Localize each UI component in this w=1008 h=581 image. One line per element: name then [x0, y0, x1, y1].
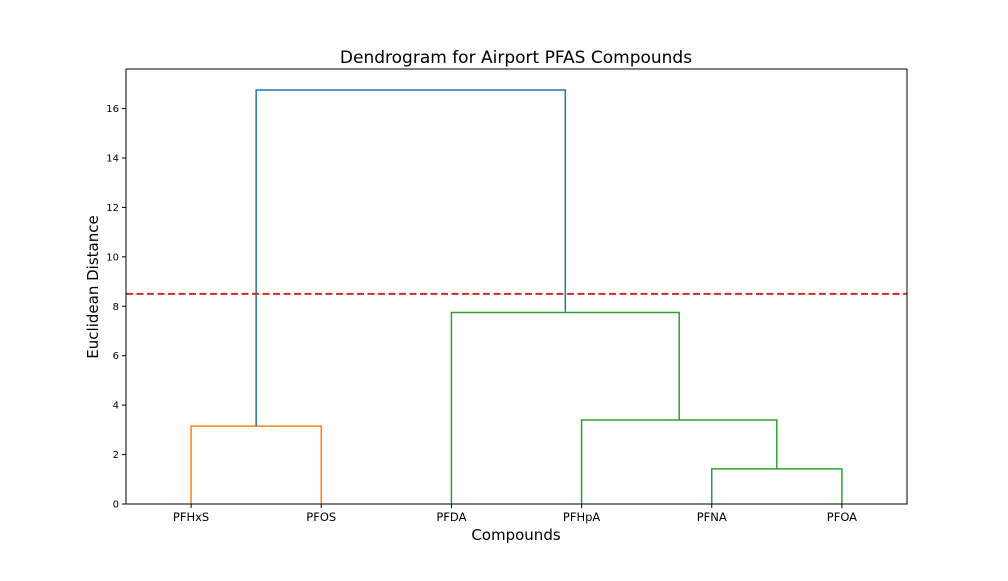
- y-tick-label-8: 8: [113, 302, 119, 313]
- x-tick-label-5: PFOA: [827, 510, 857, 524]
- y-tick-label-6: 6: [113, 351, 119, 362]
- y-axis-label: Euclidean Distance: [84, 215, 102, 358]
- plot-frame: [125, 68, 908, 505]
- y-tick-label-14: 14: [106, 153, 119, 164]
- y-tick-label-12: 12: [106, 203, 119, 214]
- y-tick-label-2: 2: [113, 450, 119, 461]
- y-axis-ticks: 0 2 4 6 8 10 12 14 16: [106, 104, 126, 511]
- x-tick-label-1: PFOS: [306, 510, 336, 524]
- y-tick-label-10: 10: [106, 252, 119, 263]
- y-tick-label-4: 4: [113, 401, 119, 412]
- x-tick-label-0: PFHxS: [173, 510, 209, 524]
- dendrogram-link-4: [255, 89, 567, 427]
- x-tick-label-2: PFDA: [436, 510, 466, 524]
- x-axis-ticks: PFHxS PFOS PFDA PFHpA PFNA PFOA: [173, 504, 857, 524]
- dendrogram-link-2: [580, 419, 778, 504]
- dendrogram-link-1: [711, 468, 843, 504]
- x-tick-label-3: PFHpA: [563, 510, 600, 524]
- dendrogram-links: [190, 89, 843, 504]
- y-tick-label-16: 16: [106, 104, 119, 115]
- dendrogram-link-0: [190, 425, 322, 504]
- dendrogram-link-3: [450, 311, 680, 504]
- y-tick-label-0: 0: [113, 500, 119, 511]
- x-tick-label-4: PFNA: [697, 510, 727, 524]
- chart-title: Dendrogram for Airport PFAS Compounds: [340, 48, 692, 68]
- x-axis-label: Compounds: [471, 526, 560, 544]
